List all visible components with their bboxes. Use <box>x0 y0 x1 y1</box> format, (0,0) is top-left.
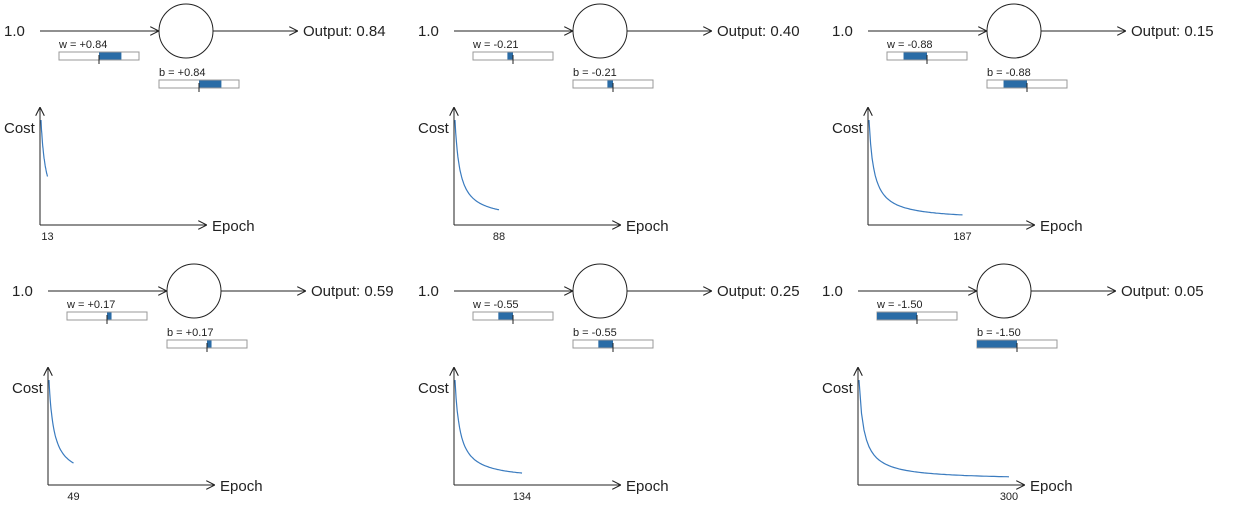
epoch-count-label: 49 <box>67 491 79 503</box>
bias-slider-label: b = +0.84 <box>159 67 206 79</box>
epoch-count-label: 187 <box>953 231 971 243</box>
weight-slider: w = -0.21 <box>472 39 554 64</box>
epoch-axis-label: Epoch <box>1040 218 1083 235</box>
input-value: 1.0 <box>4 23 25 40</box>
bias-slider: b = -0.21 <box>572 67 654 92</box>
neuron-node <box>572 263 628 319</box>
cost-curve <box>48 379 74 464</box>
weight-slider-label: w = -1.50 <box>876 299 923 311</box>
input-value: 1.0 <box>418 283 439 300</box>
input-value: 1.0 <box>12 283 33 300</box>
weight-slider-fill <box>99 52 122 60</box>
bias-slider-label: b = -0.88 <box>987 67 1031 79</box>
output-label: Output: 0.25 <box>717 283 800 300</box>
bias-slider: b = -1.50 <box>976 327 1058 352</box>
cost-axis-label: Cost <box>12 380 44 397</box>
cost-curve <box>454 119 500 211</box>
epoch-axis-label: Epoch <box>1030 478 1073 495</box>
bias-slider-fill <box>607 80 613 88</box>
weight-slider-label: w = -0.88 <box>886 39 933 51</box>
neuron-node <box>986 3 1042 59</box>
weight-slider-fill <box>903 52 927 60</box>
weight-slider: w = -1.50 <box>876 299 958 324</box>
bias-slider-fill <box>1003 80 1027 88</box>
weight-slider-label: w = -0.21 <box>472 39 519 51</box>
output-label: Output: 0.84 <box>303 23 386 40</box>
bias-slider: b = -0.88 <box>986 67 1068 92</box>
neuron-node <box>572 3 628 59</box>
cost-curve <box>858 379 1010 478</box>
weight-slider-label: w = +0.84 <box>58 39 107 51</box>
bias-slider-label: b = -0.21 <box>573 67 617 79</box>
weight-slider: w = -0.55 <box>472 299 554 324</box>
bias-slider: b = +0.17 <box>166 327 248 352</box>
output-label: Output: 0.05 <box>1121 283 1204 300</box>
weight-slider-fill <box>498 312 513 320</box>
bias-slider: b = -0.55 <box>572 327 654 352</box>
bias-slider: b = +0.84 <box>158 67 240 92</box>
neuron-panel-3: 1.0 Output: 0.15 w = -0.88 b = -0.88 Cost Epo… <box>832 3 1214 243</box>
weight-slider: w = -0.88 <box>886 39 968 64</box>
cost-axis-label: Cost <box>832 120 864 137</box>
input-value: 1.0 <box>822 283 843 300</box>
bias-slider-fill <box>199 80 222 88</box>
epoch-axis-label: Epoch <box>212 218 255 235</box>
output-label: Output: 0.59 <box>311 283 394 300</box>
epoch-axis-label: Epoch <box>626 478 669 495</box>
bias-slider-label: b = +0.17 <box>167 327 214 339</box>
bias-slider-label: b = -1.50 <box>977 327 1021 339</box>
bias-slider-fill <box>977 340 1017 348</box>
bias-slider-fill <box>598 340 613 348</box>
epoch-axis-label: Epoch <box>220 478 263 495</box>
output-label: Output: 0.40 <box>717 23 800 40</box>
cost-curve <box>868 119 963 216</box>
bias-slider-fill <box>207 340 212 348</box>
neuron-node <box>166 263 222 319</box>
weight-slider-fill <box>507 52 513 60</box>
neuron-panel-4: 1.0 Output: 0.59 w = +0.17 b = +0.17 Cost Epo… <box>12 263 394 503</box>
neuron-panel-6: 1.0 Output: 0.05 w = -1.50 b = -1.50 Cost Epo… <box>822 263 1204 503</box>
weight-slider-fill <box>107 312 112 320</box>
neuron-node <box>158 3 214 59</box>
weight-slider-label: w = -0.55 <box>472 299 519 311</box>
cost-curve <box>40 119 49 177</box>
input-value: 1.0 <box>418 23 439 40</box>
neuron-node <box>976 263 1032 319</box>
epoch-count-label: 134 <box>513 491 531 503</box>
weight-slider-label: w = +0.17 <box>66 299 115 311</box>
output-label: Output: 0.15 <box>1131 23 1214 40</box>
cost-axis-label: Cost <box>418 120 450 137</box>
weight-slider: w = +0.84 <box>58 39 140 64</box>
epoch-count-label: 13 <box>41 231 53 243</box>
epoch-count-label: 88 <box>493 231 505 243</box>
weight-slider-fill <box>877 312 917 320</box>
weight-slider: w = +0.17 <box>66 299 148 324</box>
cost-axis-label: Cost <box>418 380 450 397</box>
epoch-axis-label: Epoch <box>626 218 669 235</box>
cost-curve <box>454 379 523 474</box>
neuron-panel-2: 1.0 Output: 0.40 w = -0.21 b = -0.21 Cost Epo… <box>418 3 800 243</box>
neuron-panel-1: 1.0 Output: 0.84 w = +0.84 b = +0.84 Cost Epo… <box>4 3 386 243</box>
input-value: 1.0 <box>832 23 853 40</box>
epoch-count-label: 300 <box>1000 491 1018 503</box>
bias-slider-label: b = -0.55 <box>573 327 617 339</box>
neuron-panel-5: 1.0 Output: 0.25 w = -0.55 b = -0.55 Cost Epo… <box>418 263 800 503</box>
cost-axis-label: Cost <box>4 120 36 137</box>
cost-axis-label: Cost <box>822 380 854 397</box>
